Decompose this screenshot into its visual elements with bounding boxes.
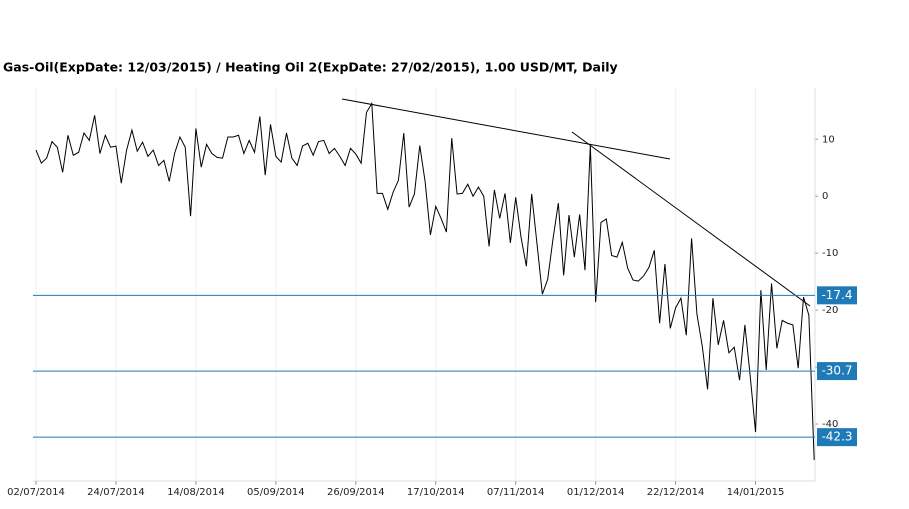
y-tick-label: -40 — [822, 419, 838, 430]
x-tick-label: 26/09/2014 — [327, 487, 385, 498]
level-label-box — [817, 286, 857, 305]
x-tick-label: 24/07/2014 — [87, 487, 145, 498]
level-label: -17.4 — [821, 288, 852, 302]
y-tick-label: 10 — [822, 134, 835, 145]
x-tick-label: 01/12/2014 — [567, 487, 625, 498]
level-label: -42.3 — [821, 430, 852, 444]
level-label-box — [817, 362, 857, 381]
x-tick-label: 07/11/2014 — [487, 487, 545, 498]
trend-line — [341, 98, 671, 160]
price-line — [35, 101, 815, 460]
y-tick-label: 0 — [822, 191, 828, 202]
level-label-box — [817, 428, 857, 447]
x-tick-label: 02/07/2014 — [7, 487, 65, 498]
x-tick-label: 05/09/2014 — [247, 487, 305, 498]
y-tick-label: -10 — [822, 248, 838, 259]
level-label: -30.7 — [821, 364, 852, 378]
x-tick-label: 17/10/2014 — [407, 487, 465, 498]
x-tick-label: 14/01/2015 — [727, 487, 785, 498]
x-tick-label: 14/08/2014 — [167, 487, 225, 498]
x-tick-label: 22/12/2014 — [647, 487, 705, 498]
chart-title: Gas-Oil(ExpDate: 12/03/2015) / Heating O… — [3, 60, 618, 75]
y-tick-label: -20 — [822, 305, 838, 316]
trend-line — [571, 131, 811, 307]
